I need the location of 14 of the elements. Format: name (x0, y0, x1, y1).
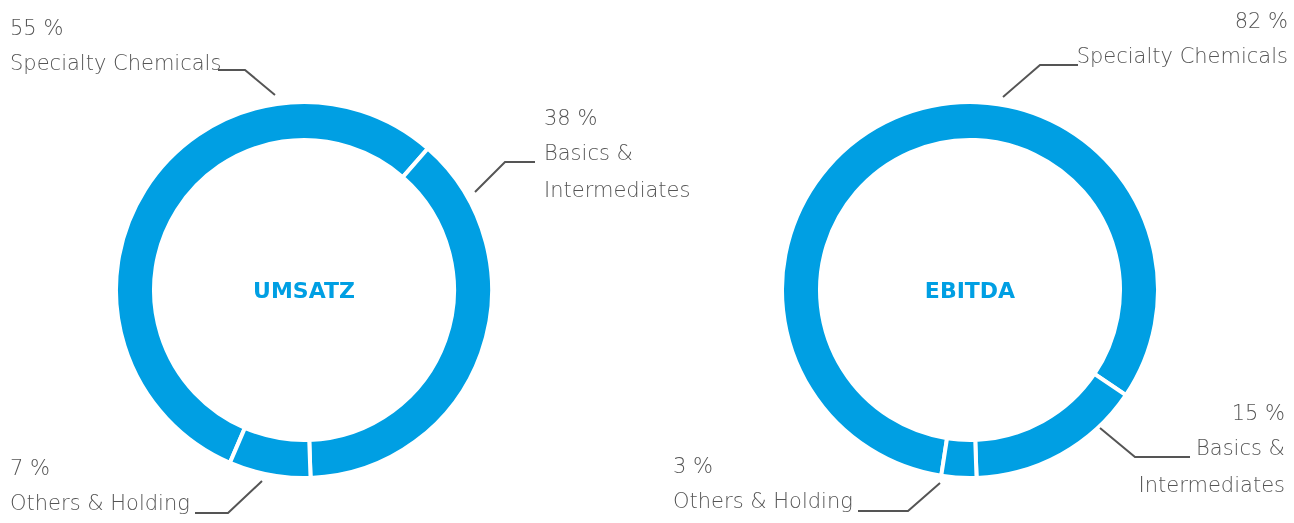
data-label: 55 % (10, 16, 64, 40)
data-label: 15 % (1231, 401, 1285, 425)
text: UMSATZ (253, 278, 355, 303)
data-label: 82 % (1234, 9, 1288, 33)
text: EBITDA (924, 278, 1016, 303)
slice-label: Basics & Intermediates (544, 141, 691, 202)
data-label: 38 % (544, 106, 598, 130)
slice-label: Basics & Intermediates (1138, 436, 1285, 497)
slice-label: Others & Holding (673, 489, 853, 513)
slice-label: Specialty Chemicals (1076, 44, 1288, 68)
data-label: 7 % (10, 456, 50, 480)
slice-label: Others & Holding (10, 491, 190, 515)
data-label: 3 % (673, 454, 713, 478)
slice-label: Specialty Chemicals (10, 51, 222, 75)
